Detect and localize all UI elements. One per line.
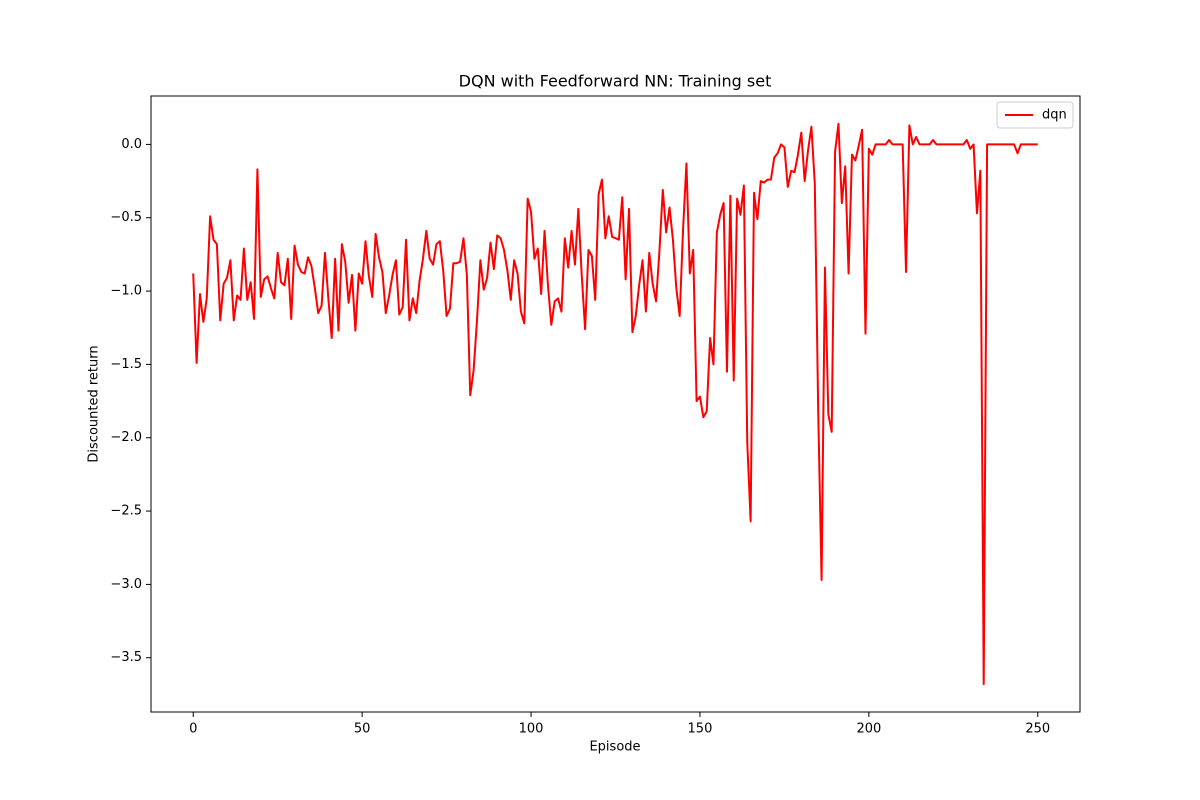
x-tick-label: 250 [1025, 722, 1050, 737]
data-line [192, 122, 1038, 686]
y-tick-label: −3.0 [110, 577, 142, 592]
axes-frame [150, 95, 1081, 713]
y-tick-label: −1.0 [110, 284, 142, 299]
chart-title: DQN with Feedforward NN: Training set [459, 72, 772, 91]
x-tick-label: 0 [189, 722, 197, 737]
x-tick-label: 100 [519, 722, 544, 737]
x-tick-label: 200 [856, 722, 881, 737]
legend-box [996, 101, 1074, 129]
y-tick-label: −2.5 [110, 504, 142, 519]
y-tick-label: −2.0 [110, 430, 142, 445]
x-tick-label: 50 [354, 722, 371, 737]
y-axis-label: Discounted return [87, 345, 102, 462]
y-tick-label: −1.5 [110, 357, 142, 372]
y-tick-label: −0.5 [110, 210, 142, 225]
legend-label: dqn [1042, 108, 1067, 123]
y-tick-label: 0.0 [121, 137, 142, 152]
x-axis-label: Episode [589, 740, 640, 755]
y-tick-label: −3.5 [110, 650, 142, 665]
x-tick-label: 150 [688, 722, 713, 737]
